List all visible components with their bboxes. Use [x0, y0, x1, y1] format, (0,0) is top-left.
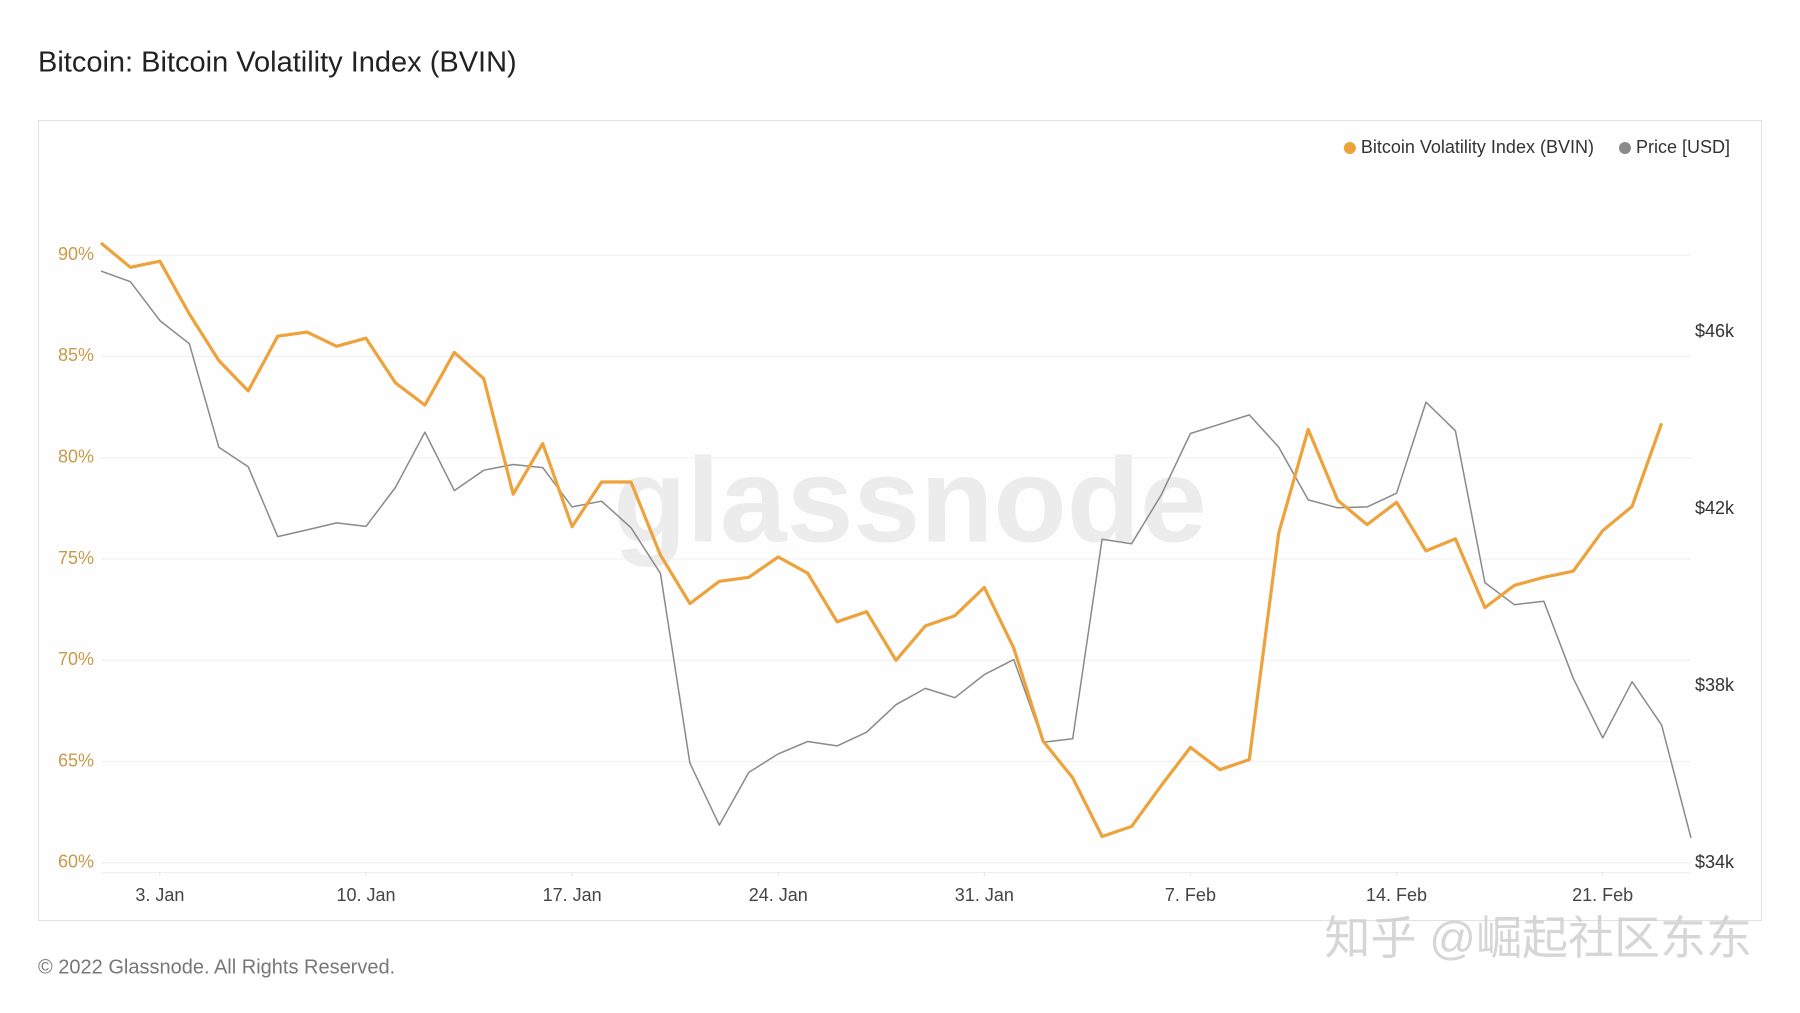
- x-tick-label: 17. Jan: [543, 885, 602, 905]
- x-tick-label: 31. Jan: [955, 885, 1014, 905]
- overlay-watermark: 知乎 @崛起社区东东: [1325, 912, 1752, 964]
- y-tick-label: 60%: [58, 852, 94, 872]
- chart-card: [38, 120, 1762, 921]
- watermark: glassnode: [613, 434, 1207, 568]
- legend-label: Bitcoin Volatility Index (BVIN): [1361, 137, 1594, 157]
- x-tick-label: 24. Jan: [749, 885, 808, 905]
- series-line: [99, 241, 1664, 839]
- x-tick-label: 7. Feb: [1165, 885, 1216, 905]
- y2-tick-label: $34k: [1695, 852, 1735, 872]
- y2-tick-label: $46k: [1695, 321, 1735, 341]
- chart-title: Bitcoin: Bitcoin Volatility Index (BVIN): [38, 47, 517, 79]
- series-line: [100, 270, 1692, 839]
- legend-marker: [1343, 142, 1356, 154]
- y-tick-label: 65%: [58, 750, 94, 770]
- x-tick-label: 10. Jan: [336, 885, 395, 905]
- x-tick-label: 21. Feb: [1572, 885, 1633, 905]
- legend-marker: [1618, 142, 1631, 154]
- plot: 60% 65% 70% 75% 80% 85% 90% $34k $38k $42k $46k 3. …: [58, 137, 1735, 905]
- x-tick-label: 14. Feb: [1366, 885, 1427, 905]
- y2-tick-label: $42k: [1695, 498, 1735, 518]
- y-tick-label: 75%: [58, 548, 94, 568]
- legend-label: Price [USD]: [1636, 137, 1730, 157]
- footer: © 2022 Glassnode. All Rights Reserved.: [38, 956, 395, 978]
- y-tick-label: 70%: [58, 649, 94, 669]
- x-tick-label: 3. Jan: [135, 885, 184, 905]
- y-tick-label: 85%: [58, 345, 94, 365]
- y2-tick-label: $38k: [1695, 675, 1735, 695]
- y-tick-label: 80%: [58, 446, 94, 466]
- y-tick-label: 90%: [58, 244, 94, 264]
